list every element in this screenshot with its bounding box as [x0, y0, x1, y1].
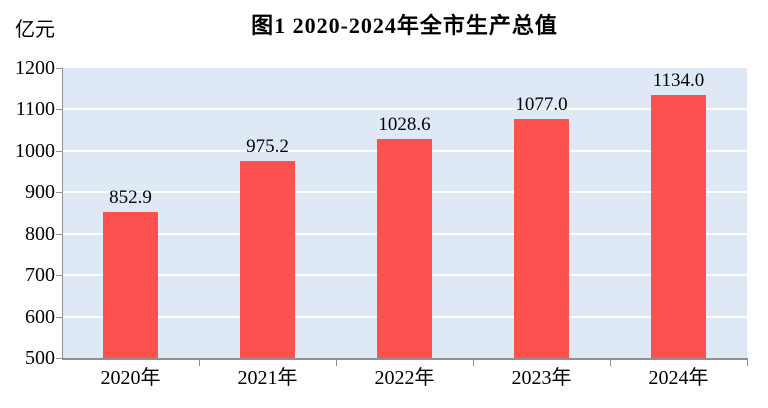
y-tick-label-500: 500: [25, 347, 55, 369]
y-tick-label-800: 800: [25, 222, 55, 245]
y-tick-label-1200: 1200: [15, 57, 55, 79]
y-tick-700: [56, 275, 62, 277]
bar-value-label-2022年: 1028.6: [378, 114, 431, 135]
gridline-1100: [63, 108, 747, 111]
bar-value-label-2021年: 975.2: [246, 136, 289, 158]
y-tick-600: [56, 316, 62, 318]
bar-2022年: [377, 139, 432, 358]
y-tick-label-1000: 1000: [15, 139, 55, 162]
x-tick-3: [473, 360, 474, 366]
x-tick-label-2023年: 2023年: [511, 367, 572, 389]
chart-title: 图1 2020-2024年全市生产总值: [251, 13, 558, 38]
bar-2023年: [514, 118, 569, 358]
y-tick-label-900: 900: [25, 181, 55, 204]
x-tick-1: [199, 360, 200, 366]
y-tick-label-600: 600: [25, 305, 55, 328]
x-tick-4: [610, 360, 611, 366]
bar-2024年: [651, 95, 706, 358]
bar-2020年: [103, 211, 158, 358]
y-axis-line: [62, 68, 63, 358]
y-axis-unit-label: 亿元: [15, 19, 55, 41]
y-tick-800: [56, 233, 62, 235]
x-tick-label-2024年: 2024年: [648, 367, 709, 389]
y-tick-1000: [56, 150, 62, 152]
x-tick-5: [747, 360, 748, 366]
x-tick-label-2022年: 2022年: [374, 367, 435, 389]
y-tick-500: [56, 358, 62, 359]
x-tick-2: [336, 360, 337, 366]
y-tick-1200: [56, 68, 62, 69]
bar-value-label-2023年: 1077.0: [515, 93, 568, 115]
y-tick-1100: [56, 109, 62, 111]
y-tick-label-1100: 1100: [15, 98, 55, 121]
bar-value-label-2020年: 852.9: [109, 186, 152, 208]
x-tick-label-2020年: 2020年: [100, 367, 161, 389]
x-axis-line: [62, 358, 748, 360]
bar-value-label-2024年: 1134.0: [652, 70, 705, 92]
y-tick-label-700: 700: [25, 264, 55, 287]
y-tick-900: [56, 192, 62, 194]
bar-2021年: [240, 161, 295, 358]
x-tick-label-2021年: 2021年: [237, 367, 298, 389]
